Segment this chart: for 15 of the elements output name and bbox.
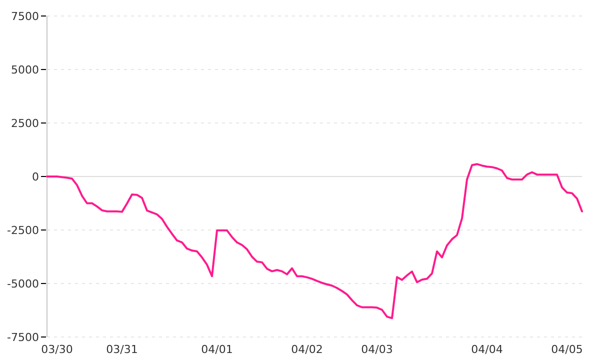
y-tick-label: 0	[32, 170, 39, 184]
x-tick-label: 03/30	[41, 343, 73, 356]
y-tick-label: -2500	[7, 224, 39, 237]
y-tick-label: -7500	[7, 330, 39, 344]
y-tick-label: -5000	[7, 277, 39, 290]
x-tick-label: 04/02	[291, 343, 323, 356]
line-series	[46, 163, 583, 320]
x-tick-label: 04/01	[201, 343, 233, 356]
x-tick-label: 03/31	[106, 343, 138, 356]
x-tick-label: 04/04	[471, 343, 503, 356]
y-tick-label: 2500	[11, 116, 39, 130]
x-tick-label: 04/05	[551, 343, 583, 356]
x-tick-label: 04/03	[361, 343, 393, 356]
y-tick-label: 5000	[11, 63, 39, 76]
y-tick-label: 7500	[11, 10, 39, 23]
